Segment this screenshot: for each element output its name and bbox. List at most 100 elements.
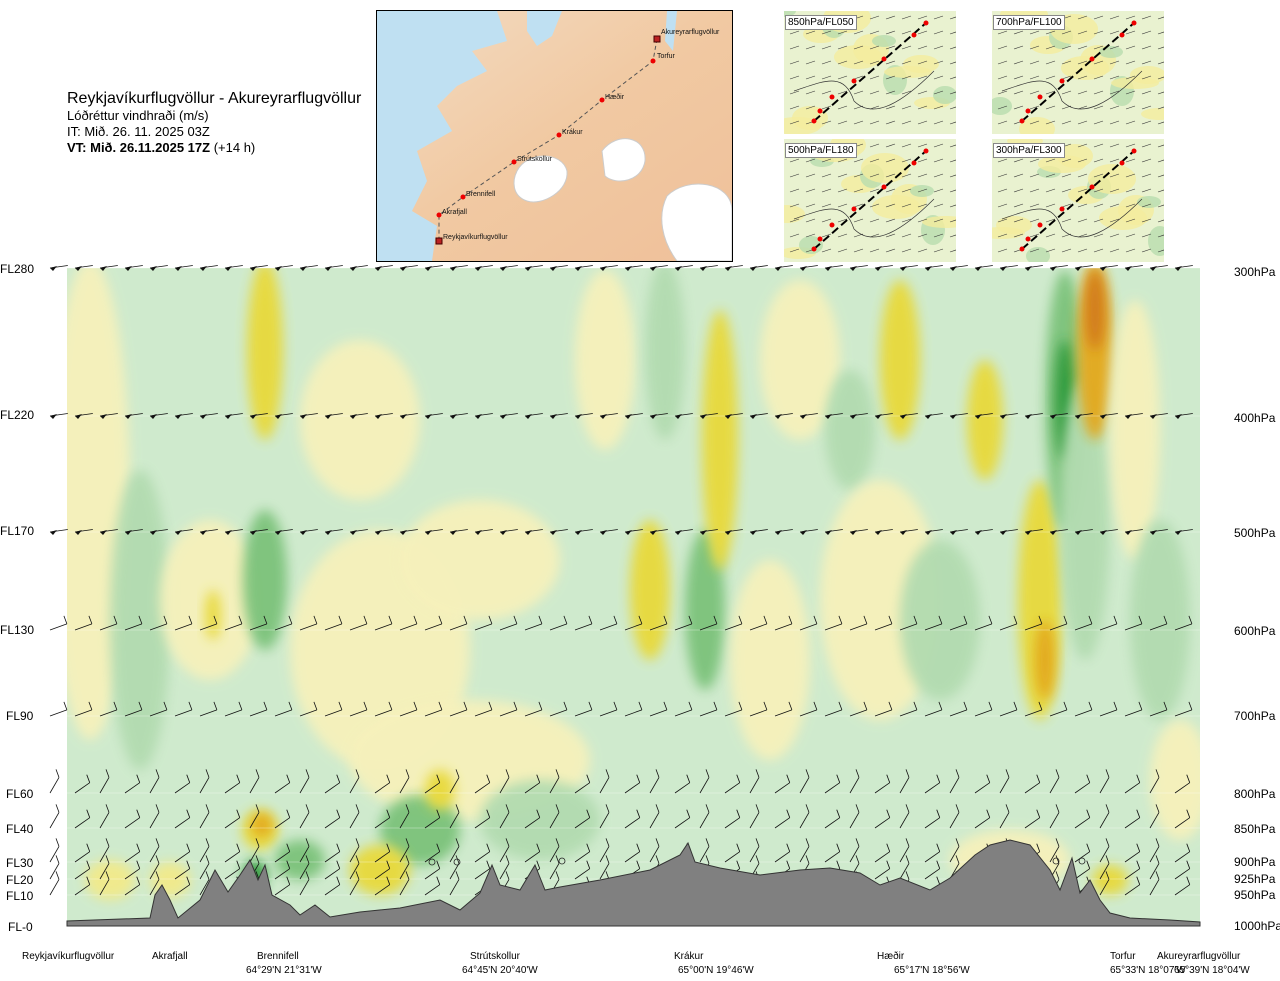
wind-barb-pennant bbox=[525, 530, 532, 535]
fl-label-130: FL130 bbox=[0, 623, 35, 637]
vertical-wind-cell bbox=[247, 268, 283, 440]
thumb-barb bbox=[1045, 105, 1056, 110]
thumb-barb bbox=[1157, 61, 1164, 65]
wind-barb-feather bbox=[1155, 838, 1160, 847]
thumb-barb bbox=[1093, 60, 1104, 65]
wind-barb-feather bbox=[538, 701, 543, 710]
thumb-route-point bbox=[811, 118, 817, 124]
wind-barb-staff bbox=[224, 817, 240, 829]
thumb-barb bbox=[789, 45, 800, 50]
thumb-barb bbox=[949, 219, 956, 223]
thumb-barb bbox=[1029, 188, 1040, 193]
thumb-barb bbox=[837, 158, 848, 163]
route-line bbox=[438, 38, 658, 241]
thumb-barb bbox=[1093, 218, 1104, 223]
level-map-500[interactable]: 500hPa/FL180 bbox=[784, 139, 956, 262]
thumb-barb bbox=[821, 158, 832, 163]
wind-barb-feather bbox=[155, 804, 160, 813]
wind-barb-pennant bbox=[1075, 414, 1082, 419]
level-map-300[interactable]: 300hPa/FL300 bbox=[992, 139, 1164, 262]
thumb-barb bbox=[1141, 248, 1152, 253]
wind-barb-staff bbox=[624, 623, 643, 631]
wind-barb-staff bbox=[424, 868, 440, 880]
thumb-barb bbox=[1077, 90, 1088, 95]
wind-barb-staff bbox=[1149, 863, 1160, 880]
fl-label-0: FL-0 bbox=[8, 920, 33, 934]
wind-barb-feather bbox=[805, 804, 810, 813]
wind-barb-pennant bbox=[925, 414, 932, 419]
thumb-barb bbox=[853, 173, 864, 178]
thumb-route-point bbox=[817, 236, 823, 242]
thumb-barb bbox=[885, 90, 896, 95]
wind-barb-feather bbox=[288, 701, 293, 710]
thumb-barb bbox=[1013, 105, 1024, 110]
wind-barb-staff bbox=[874, 709, 893, 717]
wind-barb-staff bbox=[424, 782, 440, 794]
wind-barb-feather bbox=[838, 615, 843, 624]
thumb-barb bbox=[1109, 90, 1120, 95]
vertical-wind-cell bbox=[425, 770, 455, 810]
vertical-wind-cell bbox=[1130, 520, 1190, 720]
route-point-label: Torfur bbox=[657, 53, 676, 60]
wind-barb-staff bbox=[699, 709, 718, 717]
thumb-field-blob bbox=[1088, 164, 1136, 194]
thumb-barb bbox=[821, 173, 832, 178]
level-map-700[interactable]: 700hPa/FL100 bbox=[992, 11, 1164, 134]
fl-label-30: FL30 bbox=[6, 856, 34, 870]
wind-barb-staff bbox=[949, 846, 960, 863]
wind-barb-pennant bbox=[1175, 530, 1182, 535]
wind-barb-staff bbox=[1124, 851, 1140, 863]
wind-barb-pennant bbox=[1025, 530, 1032, 535]
wind-barb-staff bbox=[274, 817, 290, 829]
thumb-barb bbox=[1061, 158, 1072, 163]
thumb-barb bbox=[837, 30, 848, 35]
thumb-barb bbox=[933, 203, 944, 208]
fl-label-60: FL60 bbox=[6, 787, 34, 801]
wind-barb-pennant bbox=[550, 266, 557, 271]
thumb-barb bbox=[805, 60, 816, 65]
wind-barb-pennant bbox=[1000, 414, 1007, 419]
vertical-wind-cell bbox=[730, 560, 810, 760]
thumb-barb bbox=[1077, 60, 1088, 65]
thumb-barb bbox=[1029, 120, 1040, 125]
hpa-label-1000: 1000hPa bbox=[1234, 919, 1280, 933]
wind-barb-pennant bbox=[400, 266, 407, 271]
thumb-barb bbox=[1077, 233, 1088, 238]
wind-barb-feather bbox=[586, 809, 591, 818]
wind-barb-feather bbox=[905, 871, 910, 880]
wind-barb-staff bbox=[849, 812, 860, 829]
wind-barb-staff bbox=[274, 851, 290, 863]
wind-barb-staff bbox=[549, 846, 560, 863]
thumb-route-point bbox=[1037, 222, 1043, 228]
thumb-route-point bbox=[1119, 32, 1125, 38]
thumb-barb bbox=[837, 90, 848, 95]
wind-barb-feather bbox=[563, 615, 568, 624]
wind-barb-feather bbox=[788, 701, 793, 710]
wind-barb-staff bbox=[949, 777, 960, 794]
wind-barb-feather bbox=[188, 615, 193, 624]
wind-barb-feather bbox=[286, 843, 291, 852]
wind-barb-feather bbox=[336, 860, 341, 869]
thumb-route-line bbox=[813, 150, 927, 250]
wind-barb-staff bbox=[299, 623, 318, 631]
wind-barb-staff bbox=[449, 846, 460, 863]
wind-barb-feather bbox=[755, 769, 760, 778]
thumb-barb bbox=[1077, 15, 1088, 20]
wind-barb-feather bbox=[305, 838, 310, 847]
wind-barb-feather bbox=[286, 860, 291, 869]
wind-barb-staff bbox=[574, 868, 590, 880]
wind-barb-feather bbox=[213, 615, 218, 624]
thumb-barb bbox=[1077, 105, 1088, 110]
thumb-barb bbox=[901, 218, 912, 223]
wind-barb-feather bbox=[505, 769, 510, 778]
wind-barb-feather bbox=[363, 701, 368, 710]
wind-barb-staff bbox=[649, 846, 660, 863]
level-map-850[interactable]: 850hPa/FL050 bbox=[784, 11, 956, 134]
wind-barb-feather bbox=[488, 701, 493, 710]
wind-barb-feather bbox=[855, 769, 860, 778]
thumb-barb bbox=[997, 105, 1008, 110]
thumb-barb bbox=[949, 16, 956, 20]
waypoint-coord: 64°29'N 21°31'W bbox=[246, 965, 322, 976]
thumb-barb bbox=[1029, 233, 1040, 238]
wind-barb-pennant bbox=[1050, 266, 1057, 271]
